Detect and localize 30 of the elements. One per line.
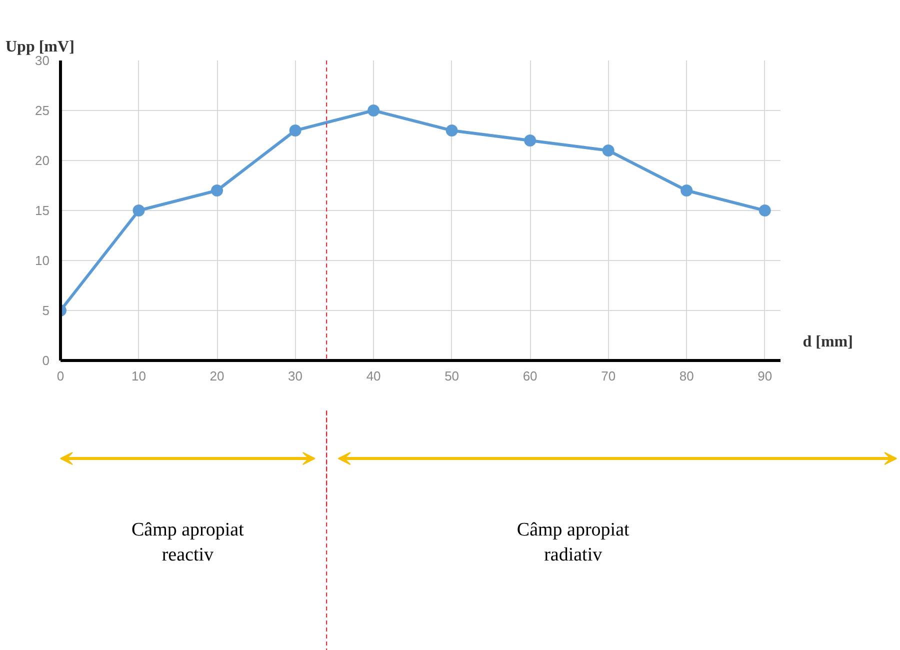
x-tick-label: 70 [601,368,616,384]
text: Câmp apropiat radiativ [516,519,630,566]
x-tick-label: 50 [444,368,460,384]
y-tick-label: 10 [35,253,50,268]
text: Câmp apropiat reactiv [131,519,245,566]
point [680,184,693,196]
point [602,144,614,156]
x-tick-label: 60 [522,368,538,384]
y-tick-label: 30 [35,53,50,68]
x-tick-label: 20 [210,368,224,384]
y-tick-label: 0 [42,353,50,368]
point [211,184,224,196]
y-tick-label: 20 [35,153,50,168]
x-tick-label: 0 [56,368,64,384]
x-tick-label: 10 [132,368,146,384]
y-tick-label: 15 [35,203,50,218]
point [446,124,458,136]
point [758,204,771,216]
y-tick-label: 5 [42,303,50,318]
point [132,204,145,216]
x-axis-title: d [mm] [802,333,853,350]
point [289,124,302,136]
y-axis-title: Upp [mV] [6,38,74,56]
y-tick-label: 25 [35,103,50,118]
x-tick-label: 90 [758,368,772,384]
point [368,104,380,116]
x-tick-label: 40 [366,368,381,384]
x-tick-label: 30 [288,368,303,384]
point [524,134,536,146]
x-tick-label: 80 [679,368,694,384]
